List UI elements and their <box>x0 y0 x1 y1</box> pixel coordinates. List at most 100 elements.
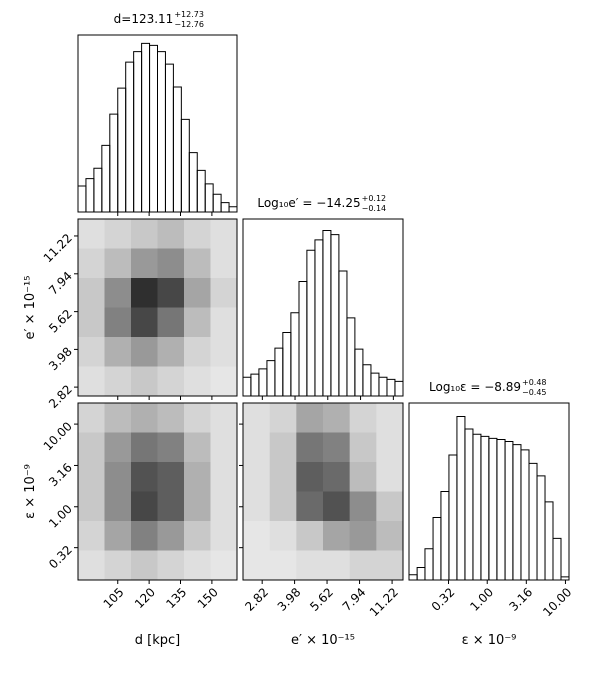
density-cell <box>376 403 404 433</box>
density-cell <box>104 521 132 551</box>
histogram-bin <box>480 435 490 580</box>
density-cell <box>131 337 158 367</box>
histogram-bin <box>488 437 498 580</box>
x-tick-label: 7.94 <box>340 585 369 614</box>
density-cell <box>104 278 132 308</box>
panel-frame <box>408 402 570 581</box>
density-cell <box>269 403 297 433</box>
histogram-bin <box>290 312 300 396</box>
density-cell <box>269 491 297 522</box>
density-cell <box>104 432 132 463</box>
density-cell <box>78 366 105 397</box>
density-cell <box>323 432 351 463</box>
x-tick-label: 2.82 <box>242 585 271 614</box>
histogram-bin <box>298 280 308 396</box>
density-cell <box>296 491 324 522</box>
density-cell <box>104 307 132 338</box>
x-tick-label: 5.62 <box>307 585 336 614</box>
density-cell <box>184 248 211 279</box>
density-cell <box>210 462 238 492</box>
density-cell <box>184 432 211 463</box>
density-cell <box>243 432 271 463</box>
histogram-bin <box>314 239 324 396</box>
y-tick-label: 3.98 <box>46 344 75 373</box>
histogram-bin <box>266 360 276 396</box>
density-cell <box>349 462 377 492</box>
histogram-bin <box>212 193 222 212</box>
density-cell <box>104 491 132 522</box>
density-cell <box>157 403 185 433</box>
density-cell <box>184 366 211 397</box>
density-cell <box>210 550 238 581</box>
histogram-bin <box>180 118 190 212</box>
title-sub: −0.45 <box>522 388 547 397</box>
y-tick-label: 10.00 <box>41 419 75 453</box>
density-cell <box>157 550 185 581</box>
histogram-bin <box>274 347 284 396</box>
title-sup: +0.12 <box>362 194 387 203</box>
histogram-bin <box>544 501 554 580</box>
density-cell <box>78 550 105 581</box>
x-tick-label: 120 <box>132 585 158 611</box>
density-cell <box>157 307 185 338</box>
histogram-bin <box>354 348 364 396</box>
density-cell <box>376 521 404 551</box>
histogram-bin <box>117 87 127 212</box>
density-cell <box>269 521 297 551</box>
title-sub: −12.76 <box>174 20 204 29</box>
y-tick-label: 0.32 <box>46 543 75 572</box>
histogram-bin <box>440 491 450 580</box>
histogram-bin <box>93 167 103 212</box>
density-cell <box>269 432 297 463</box>
histogram-bin <box>330 234 340 396</box>
density-cell <box>210 432 238 463</box>
title-sup: +12.73 <box>174 10 204 19</box>
histogram-bin <box>125 61 135 212</box>
histogram-bin <box>378 376 388 396</box>
histogram-bin <box>394 380 404 396</box>
density-cell <box>104 219 132 249</box>
density-cell <box>78 307 105 338</box>
histogram-bin <box>204 183 214 212</box>
x-tick-label: 3.16 <box>506 585 535 614</box>
density-cell <box>349 432 377 463</box>
histogram-bin <box>386 378 396 396</box>
density-cell <box>131 491 158 522</box>
density-cell <box>157 521 185 551</box>
density-cell <box>323 462 351 492</box>
density-cell <box>131 550 158 581</box>
density-cell <box>269 550 297 581</box>
histogram-bin <box>528 462 538 580</box>
histogram-bin <box>552 537 562 580</box>
density-cell <box>184 521 211 551</box>
density-cell <box>104 462 132 492</box>
density-cell <box>78 521 105 551</box>
density-cell <box>104 337 132 367</box>
density-cell <box>157 278 185 308</box>
density-cell <box>376 491 404 522</box>
histogram-bin <box>77 185 87 212</box>
histogram-bin <box>504 441 514 580</box>
density-cell <box>131 432 158 463</box>
histogram-bin <box>220 202 230 212</box>
density-cell <box>157 337 185 367</box>
histogram-bin <box>149 44 158 212</box>
histogram-bin <box>536 475 546 580</box>
density-cell <box>210 248 238 279</box>
histogram-bin <box>512 444 522 580</box>
density-cell <box>104 248 132 279</box>
panel-frame <box>77 218 238 397</box>
histogram-bin <box>370 372 380 396</box>
density-cell <box>157 219 185 249</box>
x-tick-label: 0.32 <box>429 585 458 614</box>
density-cell <box>243 550 271 581</box>
density-cell <box>131 521 158 551</box>
density-cell <box>376 462 404 492</box>
density-cell <box>296 550 324 581</box>
density-cell <box>210 337 238 367</box>
density-cell <box>184 278 211 308</box>
density-cell <box>104 366 132 397</box>
density-cell <box>323 491 351 522</box>
histogram-bin <box>408 574 418 580</box>
